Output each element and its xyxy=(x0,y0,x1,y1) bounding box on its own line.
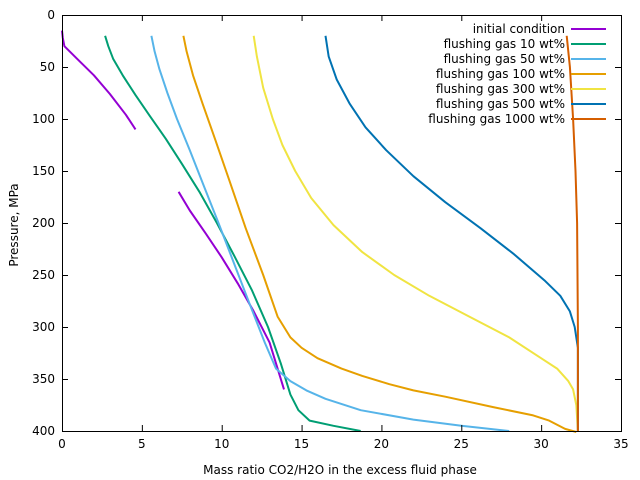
x-tick-label: 35 xyxy=(613,437,628,451)
series-line-5 xyxy=(324,35,579,431)
series-line-2 xyxy=(150,35,510,432)
legend-label-2: flushing gas 50 wt% xyxy=(444,52,565,66)
legend-label-5: flushing gas 500 wt% xyxy=(436,97,565,111)
y-tick-label: 350 xyxy=(32,372,55,386)
x-tick-label: 30 xyxy=(534,437,549,451)
x-tick-label: 0 xyxy=(58,437,66,451)
series-line-0-seg0 xyxy=(61,30,137,130)
x-tick-label: 15 xyxy=(294,437,309,451)
x-tick-label: 25 xyxy=(454,437,469,451)
y-tick-label: 400 xyxy=(32,424,55,438)
series-line-6 xyxy=(565,35,579,431)
series-line-4 xyxy=(252,35,579,432)
y-tick-label: 300 xyxy=(32,320,55,334)
legend-label-4: flushing gas 300 wt% xyxy=(436,82,565,96)
y-tick-label: 200 xyxy=(32,216,55,230)
legend-label-1: flushing gas 10 wt% xyxy=(444,37,565,51)
series-line-3 xyxy=(182,35,577,433)
legend-label-6: flushing gas 1000 wt% xyxy=(428,112,565,126)
y-axis-title: Pressure, MPa xyxy=(7,183,21,266)
series-layer xyxy=(61,30,579,433)
y-tick-label: 50 xyxy=(40,60,55,74)
y-tick-label: 250 xyxy=(32,268,55,282)
series-line-0-seg1 xyxy=(177,191,285,390)
x-tick-label: 10 xyxy=(214,437,229,451)
series-line-1 xyxy=(104,35,361,432)
x-tick-label: 5 xyxy=(138,437,146,451)
legend-label-3: flushing gas 100 wt% xyxy=(436,67,565,81)
x-tick-label: 20 xyxy=(374,437,389,451)
y-tick-label: 150 xyxy=(32,164,55,178)
y-tick-label: 100 xyxy=(32,112,55,126)
legend-label-0: initial condition xyxy=(473,22,565,36)
x-axis-title: Mass ratio CO2/H2O in the excess fluid p… xyxy=(203,463,477,477)
y-tick-label: 0 xyxy=(47,8,55,22)
